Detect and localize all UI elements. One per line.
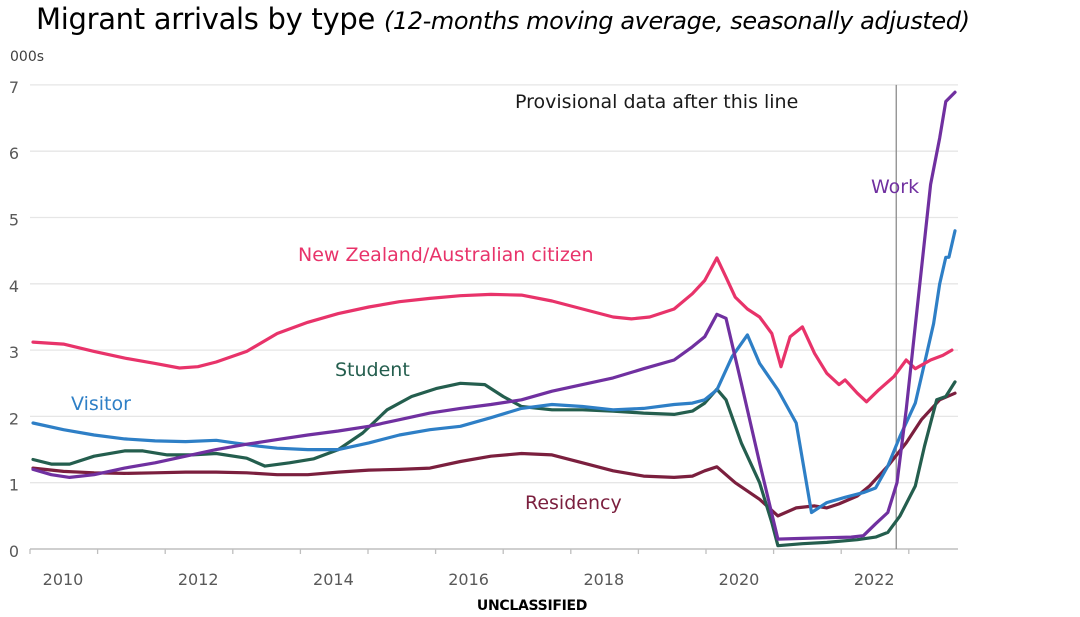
y-axis-unit: 000s xyxy=(10,49,44,65)
x-tick-label: 2020 xyxy=(719,570,760,589)
x-tick-label: 2022 xyxy=(854,570,895,589)
x-tick-label: 2012 xyxy=(178,570,219,589)
y-tick-label: 1 xyxy=(9,476,19,495)
chart-subtitle: (12-months moving average, seasonally ad… xyxy=(383,7,970,35)
y-tick-label: 6 xyxy=(9,144,19,163)
y-tick-label: 2 xyxy=(9,409,19,428)
y-tick-label: 7 xyxy=(9,78,19,97)
series-line-student xyxy=(31,380,957,548)
y-tick-label: 5 xyxy=(9,211,19,230)
gridlines xyxy=(30,84,958,484)
series-line-residency xyxy=(31,391,957,518)
chart-title: Migrant arrivals by type (12-months movi… xyxy=(36,2,970,36)
y-tick-label: 0 xyxy=(9,542,19,561)
x-tick-label: 2010 xyxy=(43,570,84,589)
series-line-new-zealand-australian-citizen xyxy=(31,256,954,404)
y-tick-label: 3 xyxy=(9,343,19,362)
y-axis: 0 1 2 3 4 5 6 7 xyxy=(9,78,19,561)
series-lines xyxy=(31,90,957,548)
provisional-annotation: Provisional data after this line xyxy=(515,91,798,113)
y-tick-label: 4 xyxy=(9,277,19,296)
label-residency: Residency xyxy=(525,492,622,514)
x-axis: 2010 2012 2014 2016 2018 2020 2022 xyxy=(29,548,958,589)
x-tick-label: 2018 xyxy=(583,570,624,589)
x-tick-label: 2014 xyxy=(313,570,354,589)
series-line-visitor xyxy=(31,229,957,515)
label-visitor: Visitor xyxy=(71,393,131,415)
chart-title-main: Migrant arrivals by type xyxy=(36,2,376,36)
series-line-work xyxy=(31,90,957,541)
classification-footer: UNCLASSIFIED xyxy=(477,598,587,614)
label-student: Student xyxy=(335,359,410,381)
label-nz-aus-citizen: New Zealand/Australian citizen xyxy=(298,244,594,266)
x-tick-label: 2016 xyxy=(448,570,489,589)
label-work: Work xyxy=(871,176,919,198)
